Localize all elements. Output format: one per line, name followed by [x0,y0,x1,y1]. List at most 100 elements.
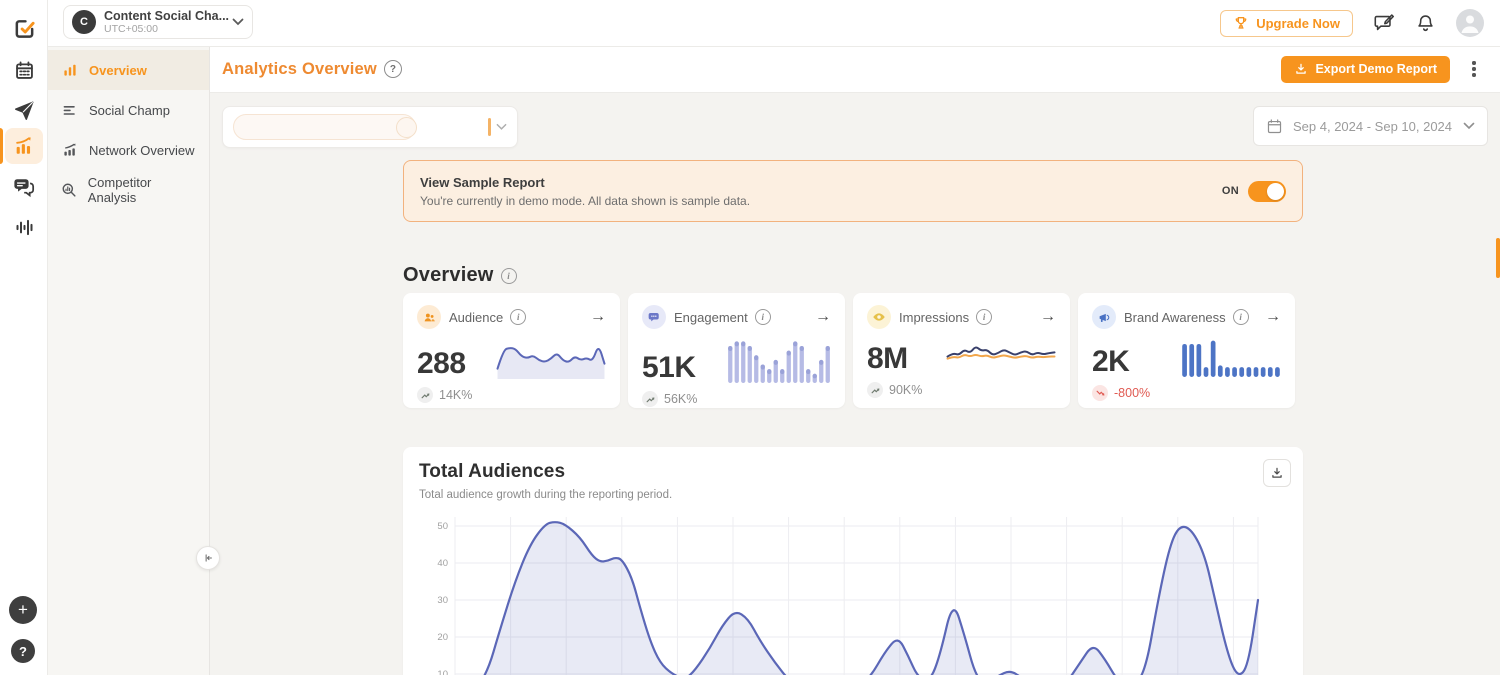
help-button[interactable]: ? [11,639,35,663]
sidebar-item-overview[interactable]: Overview [47,50,209,90]
chevron-down-icon [496,123,507,131]
date-range-picker[interactable]: Sep 4, 2024 - Sep 10, 2024 [1253,106,1488,146]
metric-label: Brand Awareness [1124,309,1226,325]
metric-value: 8M [867,342,908,375]
sidebar-item-label: Network Overview [89,142,195,158]
bell-icon [1415,13,1436,34]
engagement-icon [642,305,666,329]
help-circle-icon[interactable]: ? [383,60,402,78]
calendar-icon [14,60,35,81]
download-chart-button[interactable] [1263,459,1291,487]
workspace-selector[interactable]: C Content Social Cha... UTC+05:00 [63,5,253,39]
listening-nav-button[interactable] [5,209,43,245]
topbar-actions: Upgrade Now [1220,0,1484,46]
trend-down-icon [1092,385,1108,401]
page-title: Analytics Overview [222,59,377,78]
overview-wrapper: View Sample Report You're currently in d… [403,160,1303,675]
chart-subtitle: Total audience growth during the reporti… [419,489,673,501]
metric-label: Audience [449,309,504,325]
info-icon[interactable]: i [754,309,771,325]
more-options-button[interactable] [1462,57,1486,81]
sidebar-item-network-overview[interactable]: Network Overview [47,130,209,170]
metric-label: Engagement [674,309,748,325]
info-icon[interactable]: i [500,267,517,284]
analytics-sidebar: Overview Social Champ Network Overview C… [47,46,210,675]
export-demo-report-button[interactable]: Export Demo Report [1281,55,1450,83]
metric-value: 2K [1092,345,1130,378]
paper-plane-icon [13,100,35,122]
active-rail-indicator [0,128,3,164]
engagement-sparkline [728,341,830,383]
magnifier-chart-icon [61,182,78,198]
impressions-icon [867,305,891,329]
metric-value: 51K [642,351,696,384]
download-icon [1272,467,1282,478]
chevron-down-icon [1463,122,1475,130]
scrollbar-thumb[interactable] [1496,238,1500,278]
toggle-state-label: ON [1221,185,1239,197]
plus-icon: + [18,600,28,619]
toggle-knob [1267,182,1284,200]
metric-change-row: 90K% [867,382,1056,398]
publish-nav-button[interactable] [5,93,43,129]
metric-value: 288 [417,347,466,380]
sample-report-banner: View Sample Report You're currently in d… [403,160,1303,222]
chevron-down-icon [232,18,244,26]
sidebar-item-social-champ[interactable]: Social Champ [47,90,209,130]
user-avatar[interactable] [1456,9,1484,37]
bar-chart-icon [61,62,79,78]
compose-icon [13,17,36,40]
metric-change-row: 56K% [642,391,831,407]
sample-report-toggle[interactable] [1248,180,1286,202]
collapse-left-icon [205,554,212,562]
open-metric-arrow[interactable]: → [815,308,831,325]
audience-icon [417,305,441,329]
impressions-sparkline [946,346,1056,360]
brand-awareness-sparkline [1182,340,1280,377]
sidebar-item-competitor-analysis[interactable]: Competitor Analysis [47,170,209,210]
create-button[interactable]: + [9,596,37,624]
metric-change: -800% [1114,386,1151,400]
banner-message: You're currently in demo mode. All data … [420,193,751,208]
open-metric-arrow[interactable]: → [590,308,606,325]
metric-label: Impressions [899,309,970,325]
sidebar-item-label: Competitor Analysis [87,175,152,205]
sidebar-item-label: Overview [89,62,147,78]
engagement-card: Engagement i → 51K 56K% [628,293,845,408]
sidebar-collapse-button[interactable] [196,546,220,570]
growth-chart-icon [61,142,79,158]
upgrade-now-label: Upgrade Now [1256,15,1340,31]
notifications-button[interactable] [1415,13,1436,34]
engage-nav-button[interactable] [5,169,43,205]
brand-awareness-card: Brand Awareness i → 2K -800% [1078,293,1295,408]
brand-awareness-icon [1092,305,1116,329]
metric-change-row: 14K% [417,387,606,403]
total-audiences-card: 50 40 30 20 10 Total Audiences Total audienc… [403,447,1303,675]
profile-skeleton-dot [396,117,418,138]
content-area: Sep 4, 2024 - Sep 10, 2024 View Sample R… [210,93,1500,675]
analytics-nav-button[interactable] [5,128,43,164]
svg-text:50: 50 [437,521,448,532]
download-icon [1294,62,1308,76]
info-icon[interactable]: i [976,309,993,325]
info-icon[interactable]: i [1232,309,1249,325]
workspace-avatar: C [72,10,96,34]
upgrade-now-button[interactable]: Upgrade Now [1220,9,1353,37]
svg-text:20: 20 [437,632,448,643]
audience-card: Audience i → 288 14K% [403,293,620,408]
profile-filter-dropdown[interactable] [222,106,518,148]
info-icon[interactable]: i [510,309,527,325]
metric-change: 90K% [889,383,923,397]
chart-title: Total Audiences [419,461,566,482]
open-metric-arrow[interactable]: → [1265,308,1281,325]
svg-text:40: 40 [437,558,448,569]
date-range-value: Sep 4, 2024 - Sep 10, 2024 [1293,118,1453,134]
metric-change: 56K% [664,392,698,406]
compose-button[interactable] [5,10,43,46]
calendar-icon [1266,118,1283,135]
chat-bubbles-icon [13,176,35,198]
feedback-button[interactable] [1373,12,1395,34]
calendar-nav-button[interactable] [5,52,43,88]
section-title: Overview [403,264,494,286]
open-metric-arrow[interactable]: → [1040,308,1056,325]
